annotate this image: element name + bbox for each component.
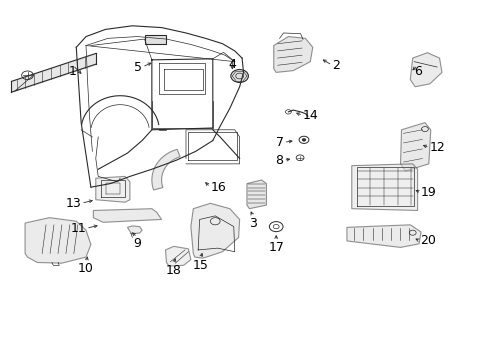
Text: 5: 5 (134, 60, 142, 73)
Circle shape (302, 138, 305, 141)
Polygon shape (346, 225, 420, 247)
Polygon shape (400, 123, 430, 171)
Polygon shape (96, 176, 130, 202)
Polygon shape (152, 149, 180, 190)
Polygon shape (25, 218, 91, 263)
Polygon shape (351, 164, 417, 211)
Polygon shape (127, 226, 142, 234)
Text: 4: 4 (228, 58, 236, 71)
Polygon shape (273, 37, 312, 72)
Text: 1: 1 (69, 65, 77, 78)
Polygon shape (190, 203, 239, 258)
Text: 17: 17 (268, 241, 284, 254)
Text: 12: 12 (429, 141, 445, 154)
Polygon shape (246, 180, 266, 209)
Text: 10: 10 (78, 262, 94, 275)
Polygon shape (165, 246, 190, 266)
Text: 3: 3 (249, 217, 257, 230)
Polygon shape (409, 53, 441, 87)
Text: 15: 15 (192, 259, 208, 272)
Text: 8: 8 (275, 154, 283, 167)
Text: 13: 13 (65, 197, 81, 210)
Text: 6: 6 (413, 65, 421, 78)
Text: 19: 19 (420, 186, 436, 199)
Circle shape (230, 69, 248, 82)
Polygon shape (93, 209, 161, 222)
Text: 2: 2 (331, 59, 340, 72)
Text: 11: 11 (70, 222, 86, 235)
Polygon shape (144, 35, 165, 44)
Text: 9: 9 (133, 237, 141, 250)
Text: 18: 18 (165, 264, 182, 277)
Text: 7: 7 (275, 136, 283, 149)
Text: 14: 14 (303, 109, 318, 122)
Text: 20: 20 (419, 234, 435, 247)
Text: 16: 16 (210, 181, 225, 194)
